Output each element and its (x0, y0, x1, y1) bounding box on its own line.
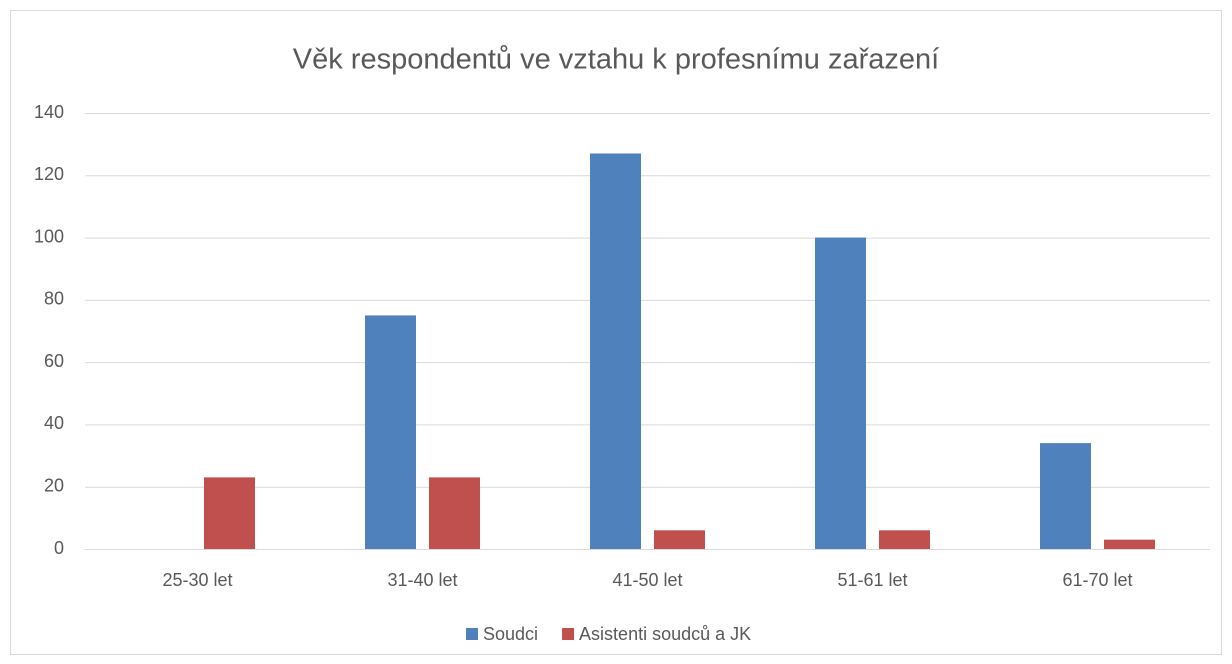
x-tick-label: 61-70 let (1062, 570, 1132, 590)
legend-swatch (466, 628, 478, 640)
bar (1040, 443, 1091, 549)
bar (204, 477, 255, 549)
bar (879, 530, 930, 549)
y-tick-label: 80 (44, 289, 64, 309)
y-tick-label: 120 (34, 164, 64, 184)
bar (590, 153, 641, 549)
bar (815, 237, 866, 550)
bar (1104, 539, 1155, 549)
y-tick-label: 100 (34, 226, 64, 246)
x-tick-label: 31-40 let (387, 570, 457, 590)
bar (429, 477, 480, 549)
y-tick-label: 20 (44, 475, 64, 495)
bar (365, 315, 416, 549)
y-tick-label: 60 (44, 351, 64, 371)
x-tick-label: 51-61 let (837, 570, 907, 590)
x-tick-label: 41-50 let (612, 570, 682, 590)
x-tick-label: 25-30 let (162, 570, 232, 590)
chart-title: Věk respondentů ve vztahu k profesnímu z… (293, 44, 939, 76)
y-tick-label: 0 (54, 538, 64, 558)
legend-swatch (562, 628, 575, 640)
y-tick-label: 40 (44, 413, 64, 433)
legend-label: Asistenti soudců a JK (579, 624, 751, 644)
bar (654, 530, 705, 549)
legend-label: Soudci (483, 624, 538, 644)
y-tick-label: 140 (34, 102, 64, 122)
